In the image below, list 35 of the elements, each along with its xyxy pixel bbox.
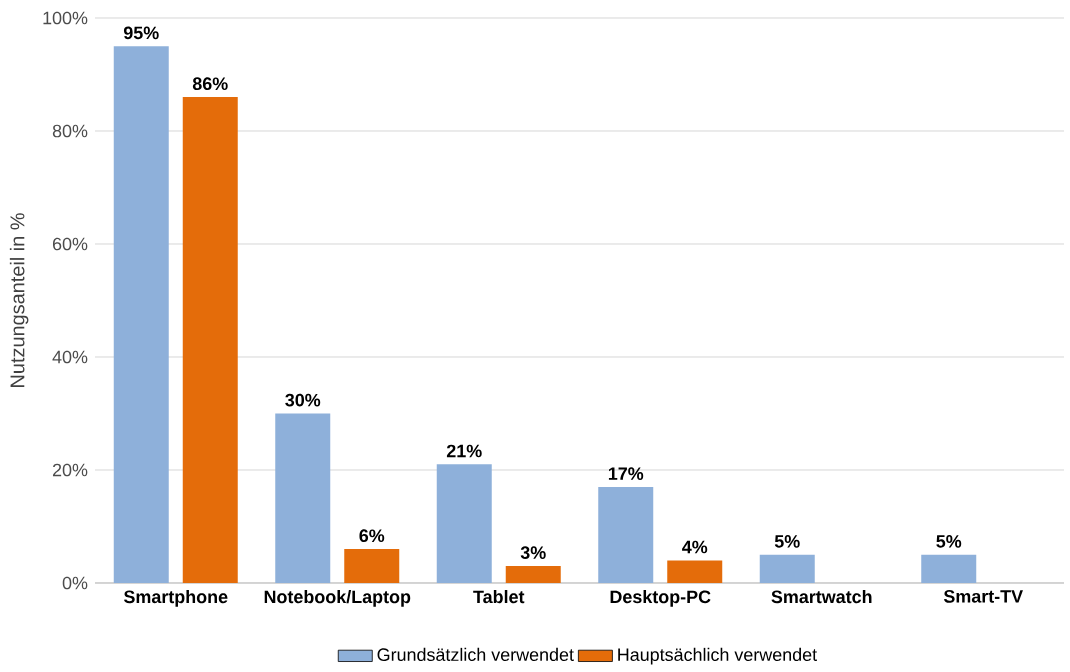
- data-label: 4%: [682, 540, 708, 554]
- y-tick-label: 60%: [52, 237, 88, 251]
- data-label: 21%: [446, 444, 482, 458]
- bar: [275, 413, 331, 584]
- legend-label: Hauptsächlich verwendet: [618, 647, 817, 665]
- x-tick-label: Smartphone: [123, 590, 228, 607]
- x-tick-label: Notebook/Laptop: [264, 590, 411, 607]
- data-label: 17%: [608, 467, 644, 480]
- bar: [921, 554, 977, 584]
- y-tick-label: 40%: [52, 350, 88, 364]
- data-label: 30%: [285, 393, 321, 407]
- bar: [505, 566, 561, 584]
- x-tick-label: Smartwatch: [771, 590, 872, 604]
- bar: [436, 464, 492, 584]
- data-label: 95%: [123, 26, 159, 40]
- x-tick-label: Desktop-PC: [610, 590, 711, 607]
- bar: [182, 97, 238, 584]
- bar: [759, 554, 815, 584]
- x-tick-label: Tablet: [473, 590, 525, 604]
- data-label: 6%: [359, 529, 385, 543]
- data-label: 5%: [936, 535, 962, 548]
- bar: [113, 46, 169, 584]
- y-tick-label: 100%: [43, 11, 88, 25]
- bar: [667, 560, 723, 584]
- y-tick-label: 20%: [52, 463, 88, 477]
- data-label: 5%: [774, 535, 800, 548]
- data-label: 3%: [520, 546, 546, 560]
- y-tick-label: 0%: [62, 576, 88, 590]
- y-tick-label: 80%: [52, 124, 88, 138]
- y-axis-title: Nutzungsanteil in %: [9, 213, 29, 388]
- x-tick-label: Smart-TV: [943, 590, 1023, 603]
- legend-label: Grundsätzlich verwendet: [377, 647, 574, 662]
- bar: [344, 549, 400, 584]
- bar: [598, 487, 654, 584]
- data-label: 86%: [192, 77, 228, 91]
